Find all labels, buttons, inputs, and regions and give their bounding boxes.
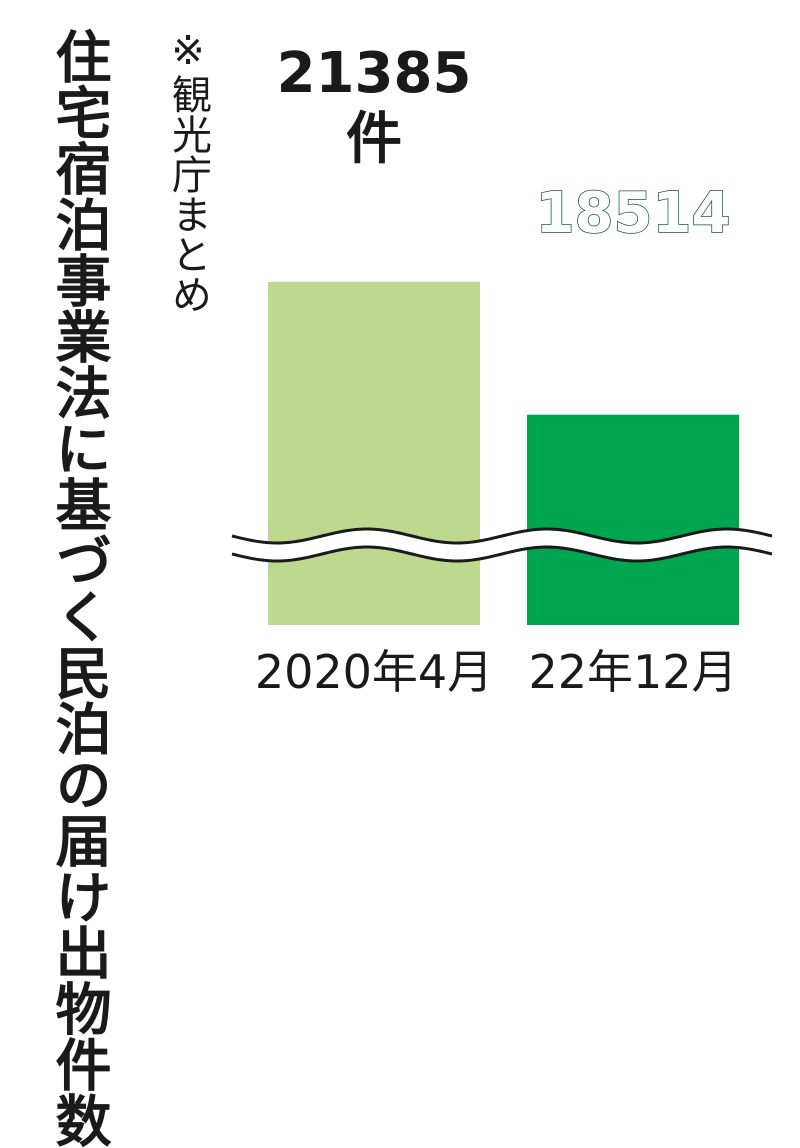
axis-break-line-top [231,527,773,545]
category-label-1: 2020年4月 [255,645,493,699]
axis-break-line-bottom [231,545,773,563]
category-label-2: 22年12月 [528,645,737,699]
value-label-1: 21385 [277,41,472,106]
bar-1 [268,281,480,625]
source-note: ※観光庁まとめ [165,28,211,314]
axis-break-band [232,529,774,561]
bar-2 [527,414,739,625]
value-label-2: 18514 [536,181,731,246]
value-unit-label: 件 [346,107,402,172]
